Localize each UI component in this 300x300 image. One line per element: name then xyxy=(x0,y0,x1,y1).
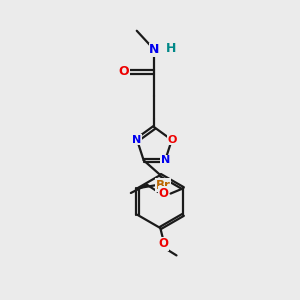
Text: N: N xyxy=(160,155,170,165)
Text: N: N xyxy=(132,135,142,145)
Text: H: H xyxy=(165,42,176,55)
Text: O: O xyxy=(158,237,168,250)
Text: O: O xyxy=(167,135,176,145)
Text: O: O xyxy=(158,187,169,200)
Text: O: O xyxy=(119,65,129,79)
Text: Br: Br xyxy=(155,179,170,192)
Text: N: N xyxy=(149,44,160,56)
